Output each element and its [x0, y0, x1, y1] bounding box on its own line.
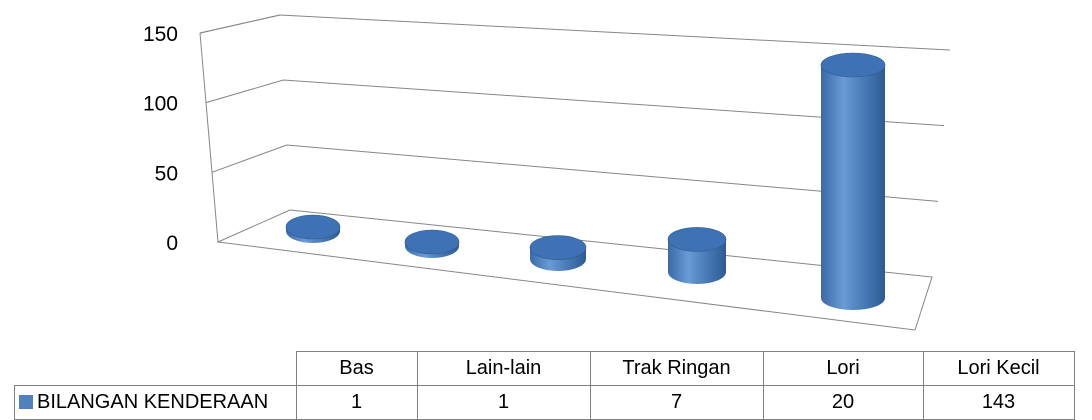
gridline: [205, 79, 945, 127]
data-table-header-row: Bas Lain-lain Trak Ringan Lori Lori Keci…: [14, 351, 1075, 386]
bar-cylinder: [529, 235, 587, 271]
left-wall-edge: [199, 32, 219, 243]
bar-series: [285, 52, 886, 310]
series-color-key: [19, 395, 33, 409]
bar-cylinder: [667, 227, 727, 284]
data-table: Bas Lain-lain Trak Ringan Lori Lori Keci…: [14, 351, 1075, 420]
bar-top: [667, 227, 727, 252]
data-table-series-row: BILANGAN KENDERAAN 1 1 7 20 143: [14, 385, 1075, 420]
data-table-corner: [14, 351, 297, 386]
category-label: Lori: [762, 351, 924, 386]
bar-body: [821, 65, 885, 310]
y-axis-ticks: 0 50 100 150: [143, 23, 178, 255]
bar-top: [285, 214, 341, 240]
gridline: [199, 14, 951, 51]
y-tick-label: 150: [143, 23, 178, 46]
series-name: BILANGAN KENDERAAN: [37, 391, 269, 413]
series-legend-cell: BILANGAN KENDERAAN: [14, 385, 297, 420]
bar-top: [404, 229, 460, 255]
y-tick-label: 0: [166, 232, 178, 255]
chart-plot: 0 50 100 150: [143, 14, 951, 331]
bar-cylinder: [820, 52, 886, 310]
data-value-cell: 20: [762, 385, 924, 420]
bar-cylinder: [404, 229, 460, 258]
gridlines: [199, 14, 951, 202]
bar-top: [529, 235, 587, 260]
bar-top: [820, 52, 886, 78]
bar-cylinder: [285, 214, 341, 243]
floor-outline: [216, 209, 933, 331]
data-value-cell: 1: [416, 385, 591, 420]
bar-body: [668, 239, 726, 284]
y-tick-label: 100: [143, 93, 178, 116]
y-tick-label: 50: [155, 162, 178, 185]
category-label: Lori Kecil: [922, 351, 1075, 386]
category-label: Trak Ringan: [589, 351, 764, 386]
data-value-cell: 143: [922, 385, 1075, 420]
data-value-cell: 1: [295, 385, 418, 420]
gridline: [211, 144, 939, 202]
data-value-cell: 7: [589, 385, 764, 420]
category-label: Lain-lain: [416, 351, 591, 386]
category-label: Bas: [295, 351, 418, 386]
